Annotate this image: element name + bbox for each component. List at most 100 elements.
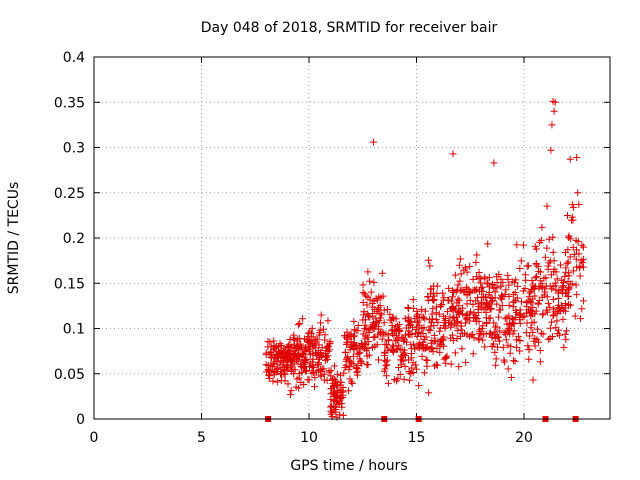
data-point — [323, 377, 331, 384]
data-point — [347, 378, 355, 386]
data-point — [568, 280, 576, 288]
data-point — [575, 250, 583, 258]
data-point — [370, 138, 377, 146]
data-point — [350, 326, 358, 334]
data-point — [522, 276, 530, 284]
data-point — [372, 314, 380, 322]
data-point — [371, 333, 379, 341]
data-point — [488, 342, 496, 350]
data-point — [269, 377, 277, 385]
data-point — [469, 350, 477, 358]
data-point — [475, 336, 483, 344]
data-point — [429, 289, 437, 297]
data-point — [539, 330, 547, 338]
data-point — [363, 352, 371, 360]
data-point — [399, 351, 407, 359]
data-point — [317, 319, 325, 327]
data-point — [511, 279, 519, 287]
data-point — [462, 285, 470, 293]
data-point — [519, 241, 527, 249]
data-point — [522, 329, 530, 337]
data-point — [289, 334, 297, 342]
data-point — [579, 243, 587, 251]
data-point — [472, 297, 480, 305]
data-point — [409, 296, 417, 304]
data-point — [482, 330, 490, 338]
data-point — [410, 340, 418, 348]
data-point — [414, 310, 422, 318]
data-point — [290, 354, 298, 362]
data-point — [504, 275, 512, 283]
data-point — [564, 246, 572, 254]
data-point — [534, 299, 542, 307]
data-point — [300, 356, 308, 364]
data-point — [370, 278, 378, 286]
data-point — [563, 212, 571, 220]
data-point — [286, 335, 294, 343]
data-point — [287, 387, 295, 395]
data-point — [316, 326, 324, 334]
data-point — [426, 327, 434, 335]
data-point — [482, 300, 490, 308]
data-point — [301, 344, 309, 352]
data-point — [284, 358, 292, 366]
data-point — [276, 361, 284, 369]
data-point — [333, 400, 341, 408]
data-point — [288, 365, 296, 373]
data-point — [343, 355, 351, 363]
data-point — [294, 335, 302, 343]
data-point — [363, 301, 371, 309]
data-point — [399, 357, 407, 365]
x-tick-label: 10 — [300, 430, 318, 446]
data-point — [501, 315, 509, 323]
data-point — [569, 267, 577, 275]
data-point — [505, 281, 513, 289]
data-point — [536, 346, 544, 354]
data-point — [565, 285, 573, 293]
data-point — [473, 251, 481, 259]
data-point — [313, 352, 321, 360]
data-point — [322, 344, 330, 352]
data-point — [549, 283, 557, 291]
data-point — [396, 370, 404, 378]
data-point — [493, 300, 501, 308]
y-tick-label: 0.2 — [63, 231, 85, 247]
data-point — [382, 330, 390, 338]
data-point — [449, 293, 457, 301]
data-point — [440, 355, 448, 363]
data-point — [388, 314, 396, 322]
data-point — [499, 278, 507, 286]
data-point — [471, 314, 479, 322]
data-point — [429, 315, 437, 323]
data-point — [347, 358, 355, 366]
data-point — [548, 121, 556, 129]
data-point — [475, 326, 483, 334]
data-point — [499, 293, 507, 301]
data-point — [334, 389, 342, 397]
data-point — [477, 284, 485, 292]
data-point — [481, 273, 489, 281]
data-point — [579, 263, 587, 271]
data-point — [412, 326, 420, 334]
data-point — [453, 335, 461, 343]
data-point — [336, 393, 344, 401]
data-point — [538, 282, 546, 290]
data-point — [432, 316, 440, 324]
data-point — [516, 306, 524, 314]
data-point — [571, 312, 579, 320]
data-point — [563, 259, 571, 267]
data-point — [488, 333, 496, 341]
data-point — [561, 273, 569, 281]
data-point — [497, 282, 505, 290]
data-point — [527, 286, 535, 294]
data-point — [298, 315, 306, 323]
data-point — [412, 365, 420, 373]
data-point — [450, 314, 458, 322]
data-point — [329, 379, 337, 387]
data-point — [433, 344, 441, 352]
data-point — [510, 327, 518, 335]
data-point — [531, 342, 539, 350]
data-point — [265, 374, 273, 382]
data-point — [492, 355, 500, 363]
data-point — [346, 343, 354, 351]
